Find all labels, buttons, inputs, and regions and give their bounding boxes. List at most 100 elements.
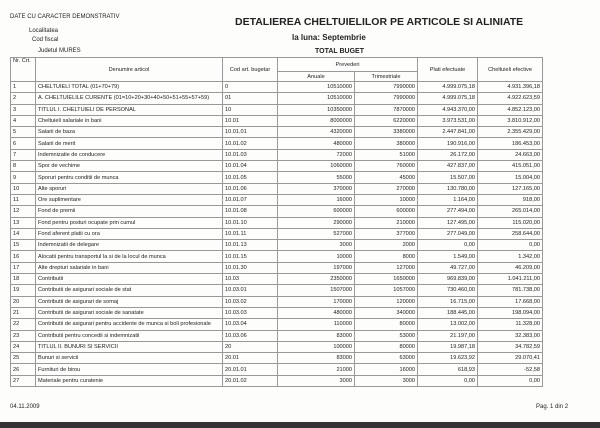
cell-anuale: 4320000 [277,126,355,139]
cell-cod: 10.01.11 [222,227,278,241]
cell-cheltuieli: 781.738,00 [477,284,544,297]
cell-cod: 10.01.02 [222,137,278,150]
cell-nr: 25 [10,352,36,365]
cell-denumire: Ore suplimentare [35,193,223,207]
cell-cheltuieli: 34.782,59 [477,340,544,354]
cell-cheltuieli: 46.209,00 [477,261,544,275]
table-row: 6 Salarii de merit 10.01.02 480000 380000 190… [10,137,544,150]
cell-plati: 21.197,00 [417,329,479,342]
cell-anuale: 10000 [277,250,355,263]
document-title: DETALIEREA CHELTUIELILOR PE ARTICOLE SI … [235,16,524,28]
table-row: 9 Sporuri pentru conditii de munca 10.01.0… [10,171,544,184]
cell-cod: 10.01.05 [222,171,278,184]
cell-nr: 11 [10,193,36,207]
cell-nr: 19 [10,284,36,297]
col-anuale: Anuale [277,71,355,82]
cell-denumire: Bunuri si servicii [35,352,223,365]
cell-cheltuieli: 0,00 [477,239,544,252]
cell-plati: 730.460,00 [417,284,479,297]
cell-trimestriale: 53000 [353,329,419,342]
cell-anuale: 83000 [277,352,355,365]
cell-cheltuieli: 415.051,00 [477,160,544,173]
col-prevederi: Prevederi [276,57,419,72]
table-row: 12 Fond de premii 10.01.08 600000 600000 277.… [10,205,544,218]
cell-nr: 2 [10,92,36,105]
cell-cheltuieli: 258.644,00 [477,227,544,241]
cell-plati: 277.494,00 [417,205,479,218]
cell-cod: 10.01.30 [222,261,278,275]
cell-nr: 5 [10,126,36,139]
cell-trimestriale: 80000 [353,340,419,354]
cell-cheltuieli: 17.668,00 [477,295,544,308]
cell-cod: 10.03.01 [222,284,278,297]
cell-denumire: Contributii pentru concedii si indemniza… [35,329,223,342]
cell-cod: 10.03.04 [222,318,278,331]
col-nr: Nr. Crt. [10,57,36,82]
table-row: 7 Indemnizatie de conducere 10.01.03 72000 5… [10,148,544,162]
cell-nr: 9 [10,171,36,184]
cell-denumire: Contributii de asigurari sociale de stat [35,284,223,297]
cell-anuale: 110000 [277,318,355,331]
cell-cheltuieli: 198.094,00 [477,306,544,320]
cell-nr: 7 [10,148,36,162]
cell-denumire: Fond pentru posturi ocupate prin cumul [35,216,223,229]
cell-anuale: 83000 [277,329,355,342]
cell-nr: 3 [10,103,36,116]
cell-plati: 188.445,00 [417,306,479,320]
cell-cod: 20.01 [222,352,278,365]
cell-cod: 10.03.02 [222,295,278,308]
cell-trimestriale: 63000 [353,352,419,365]
cell-denumire: Spor de vechime [35,160,223,173]
cell-anuale: 197000 [277,261,355,275]
cell-trimestriale: 6220000 [353,114,419,128]
table-row: 15 Indemnizatii de delegare 10.01.13 3000 20… [10,239,544,252]
cell-anuale: 21000 [277,363,355,376]
cell-nr: 21 [10,306,36,320]
cell-trimestriale: 45000 [353,171,419,184]
cell-trimestriale: 127000 [353,261,419,275]
cell-denumire: Fond aferent platii cu ora [35,227,223,241]
cell-trimestriale: 2000 [353,239,419,252]
table-row: 4 Cheltuieli salariale in bani 10.01 800000… [10,114,544,128]
col-cheltuieli: Cheltuieli efective [477,57,544,82]
cell-cod: 10 [222,103,278,116]
month-label: la luna: Septembrie [292,33,366,42]
cell-plati: 19.987,18 [417,340,479,354]
cell-trimestriale: 270000 [353,182,419,195]
col-cod: Cod art. bugetar [222,57,278,82]
cell-cheltuieli: 4.931.396,18 [477,80,544,94]
cell-plati: 427.837,00 [417,160,479,173]
table-row: 8 Spor de vechime 10.01.04 1060000 760000 427… [10,160,544,173]
cell-denumire: Fond de premii [35,205,223,218]
cell-anuale: 10510000 [277,92,355,105]
cell-trimestriale: 80000 [353,318,419,331]
scan-edge [0,422,600,428]
cell-denumire: Salarii de baza [35,126,223,139]
cell-cod: 10.03.03 [222,306,278,320]
table-row: 16 Alocatii pentru transportul la si de l… [10,250,544,263]
cell-trimestriale: 377000 [353,227,419,241]
cell-denumire: TITLUL I. CHELTUIELI DE PERSONAL [35,103,223,116]
cell-anuale: 1507000 [277,284,355,297]
cell-cheltuieli: 918,00 [477,193,544,207]
cell-plati: 3.973.531,00 [417,114,479,128]
cell-cod: 10.01 [222,114,278,128]
cell-nr: 8 [10,160,36,173]
cell-trimestriale: 8000 [353,250,419,263]
cell-denumire: Indemnizatii de delegare [35,239,223,252]
cell-cheltuieli: 127.165,00 [477,182,544,195]
table-row: 2 A. CHELTUIELILE CURENTE (01=10+20+30+40… [10,92,544,105]
cell-nr: 4 [10,114,36,128]
cell-denumire: A. CHELTUIELILE CURENTE (01=10+20+30+40+… [35,92,223,105]
table-row: 26 Furnituri de birou 20.01.01 21000 16000 61… [10,363,544,376]
cell-plati: 4.943.370,00 [417,103,479,116]
cell-trimestriale: 7990000 [353,92,419,105]
cell-anuale: 10510000 [277,80,355,94]
footer-date: 04.11.2009 [10,404,40,410]
cell-plati: 130.780,00 [417,182,479,195]
cell-denumire: Sporuri pentru conditii de munca [35,171,223,184]
table-row: 27 Materiale pentru curatenie 20.01.02 3000… [10,374,544,388]
table-row: 10 Alte sporuri 10.01.06 370000 270000 130.78… [10,182,544,195]
cell-cod: 10.01.06 [222,182,278,195]
cell-cod: 10.01.01 [222,126,278,139]
